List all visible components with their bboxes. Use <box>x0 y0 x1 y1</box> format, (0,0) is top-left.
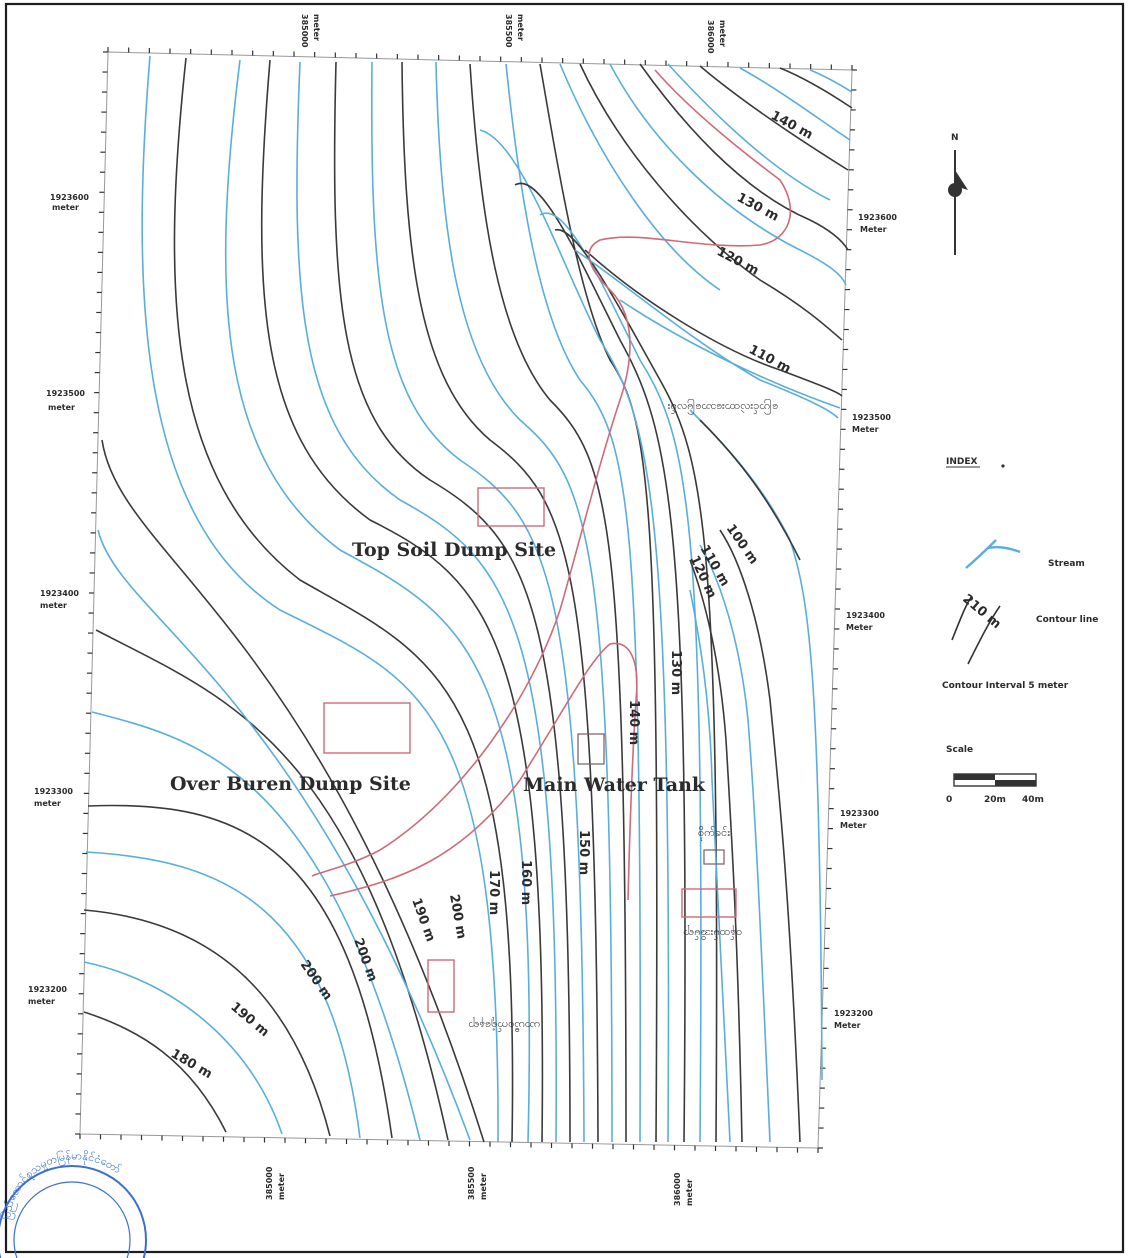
coord-label: meter <box>516 14 525 41</box>
contour-label: 150 m <box>576 830 591 875</box>
coord-label: 385000 <box>300 14 309 48</box>
coord-label: 1923400 <box>40 589 79 598</box>
coord-label: meter <box>277 1173 286 1200</box>
official-stamp: ပြည်ထောင်စုသမ္မတမြန်မာနိုင်ငံတော် <box>0 1149 147 1258</box>
coord-label: meter <box>48 403 75 412</box>
coord-label: 385500 <box>467 1166 476 1200</box>
contour-label: 140 m <box>768 108 815 142</box>
svg-text:ပြည်ထောင်စုသမ္မတမြန်မာနိုင်ငံတ: ပြည်ထောင်စုသမ္မတမြန်မာနိုင်ငံတော် <box>0 1149 123 1221</box>
water-tank-box <box>577 733 605 765</box>
coord-label: 1923600 <box>858 213 897 222</box>
legend-interval: Contour Interval 5 meter <box>942 681 1069 691</box>
myanmar-label: စိုက်ခင်း <box>698 826 730 841</box>
contour-label: 130 m <box>668 650 683 695</box>
top-soil-box <box>477 487 545 527</box>
coord-label: Meter <box>834 1021 861 1030</box>
coord-label: Meter <box>852 425 879 434</box>
scale-label-40: 40m <box>1022 795 1044 805</box>
contour-label: 120 m <box>714 244 761 278</box>
coord-label: 1923200 <box>834 1009 873 1018</box>
coord-label: meter <box>52 203 79 212</box>
scale-label-0: 0 <box>946 795 952 805</box>
coord-label: Meter <box>860 225 887 234</box>
contour-label: 180 m <box>168 1046 215 1082</box>
coord-label: Meter <box>846 623 873 632</box>
scale-label-20: 20m <box>984 795 1006 805</box>
contour-label: 190 m <box>408 896 438 944</box>
contour-label: 160 m <box>518 860 533 905</box>
legend: INDEX Stream 210 m Contour line Contour … <box>942 457 1098 805</box>
coord-label: 1923500 <box>46 389 85 398</box>
temp-plant-box <box>427 959 455 1013</box>
scale-bar <box>953 773 1037 787</box>
staff-housing-box <box>681 888 737 918</box>
coord-label: meter <box>28 997 55 1006</box>
coord-label: 1923300 <box>840 809 879 818</box>
north-label: N <box>951 133 959 143</box>
legend-title: INDEX <box>946 457 977 467</box>
water-tank-label: Main Water Tank <box>523 774 706 796</box>
outer-frame <box>4 2 1125 1254</box>
contour-label: 170 m <box>486 870 501 915</box>
top-soil-label: Top Soil Dump Site <box>352 539 556 561</box>
svg-text:210 m: 210 m <box>959 592 1003 633</box>
myanmar-label: ဝန်ထမ်းအိမ်ရာ <box>683 925 742 940</box>
coord-label: 385000 <box>265 1166 274 1200</box>
coord-label: 1923500 <box>852 413 891 422</box>
over-burden-label: Over Buren Dump Site <box>170 773 411 795</box>
myanmar-label: ပြောင်းလဲထားသောမြေလမ်း <box>667 399 778 415</box>
coord-label: meter <box>479 1173 488 1200</box>
contour-label: 140 m <box>626 700 641 745</box>
legend-stream: Stream <box>1048 559 1085 569</box>
coord-label: 1923200 <box>28 985 67 994</box>
coord-label: 1923300 <box>34 787 73 796</box>
myanmar-label: ယာယီစက်ရုံနေရာ <box>468 1017 540 1032</box>
contour-label: 190 m <box>227 1000 271 1041</box>
farm-box <box>703 849 725 865</box>
coord-label: meter <box>312 14 321 41</box>
contour-label: 130 m <box>734 190 781 224</box>
legend-contour-line: Contour line <box>1036 615 1098 625</box>
contour-label: 200 m <box>446 893 469 940</box>
coord-label: 386000 <box>673 1172 682 1206</box>
coord-label: Meter <box>840 821 867 830</box>
coord-label: 385500 <box>504 14 513 48</box>
over-burden-box <box>323 702 411 754</box>
legend-scale-title: Scale <box>946 745 973 755</box>
contour-label: 200 m <box>297 958 335 1004</box>
contour-lines <box>83 55 853 1143</box>
coord-label: meter <box>40 601 67 610</box>
north-arrow-icon: N <box>948 133 968 255</box>
stream-symbol-icon <box>965 539 1021 569</box>
coord-label: 1923400 <box>846 611 885 620</box>
road-lines <box>311 69 792 901</box>
coord-label: meter <box>685 1179 694 1206</box>
contour-symbol-icon: 210 m <box>951 592 1004 665</box>
edge-ticks <box>75 47 857 1153</box>
coord-label: meter <box>718 20 727 47</box>
coord-label: 1923600 <box>50 193 89 202</box>
site-boxes <box>323 487 737 1013</box>
map-boundary <box>79 51 853 1149</box>
coord-label: meter <box>34 799 61 808</box>
coord-label: 386000 <box>706 20 715 54</box>
